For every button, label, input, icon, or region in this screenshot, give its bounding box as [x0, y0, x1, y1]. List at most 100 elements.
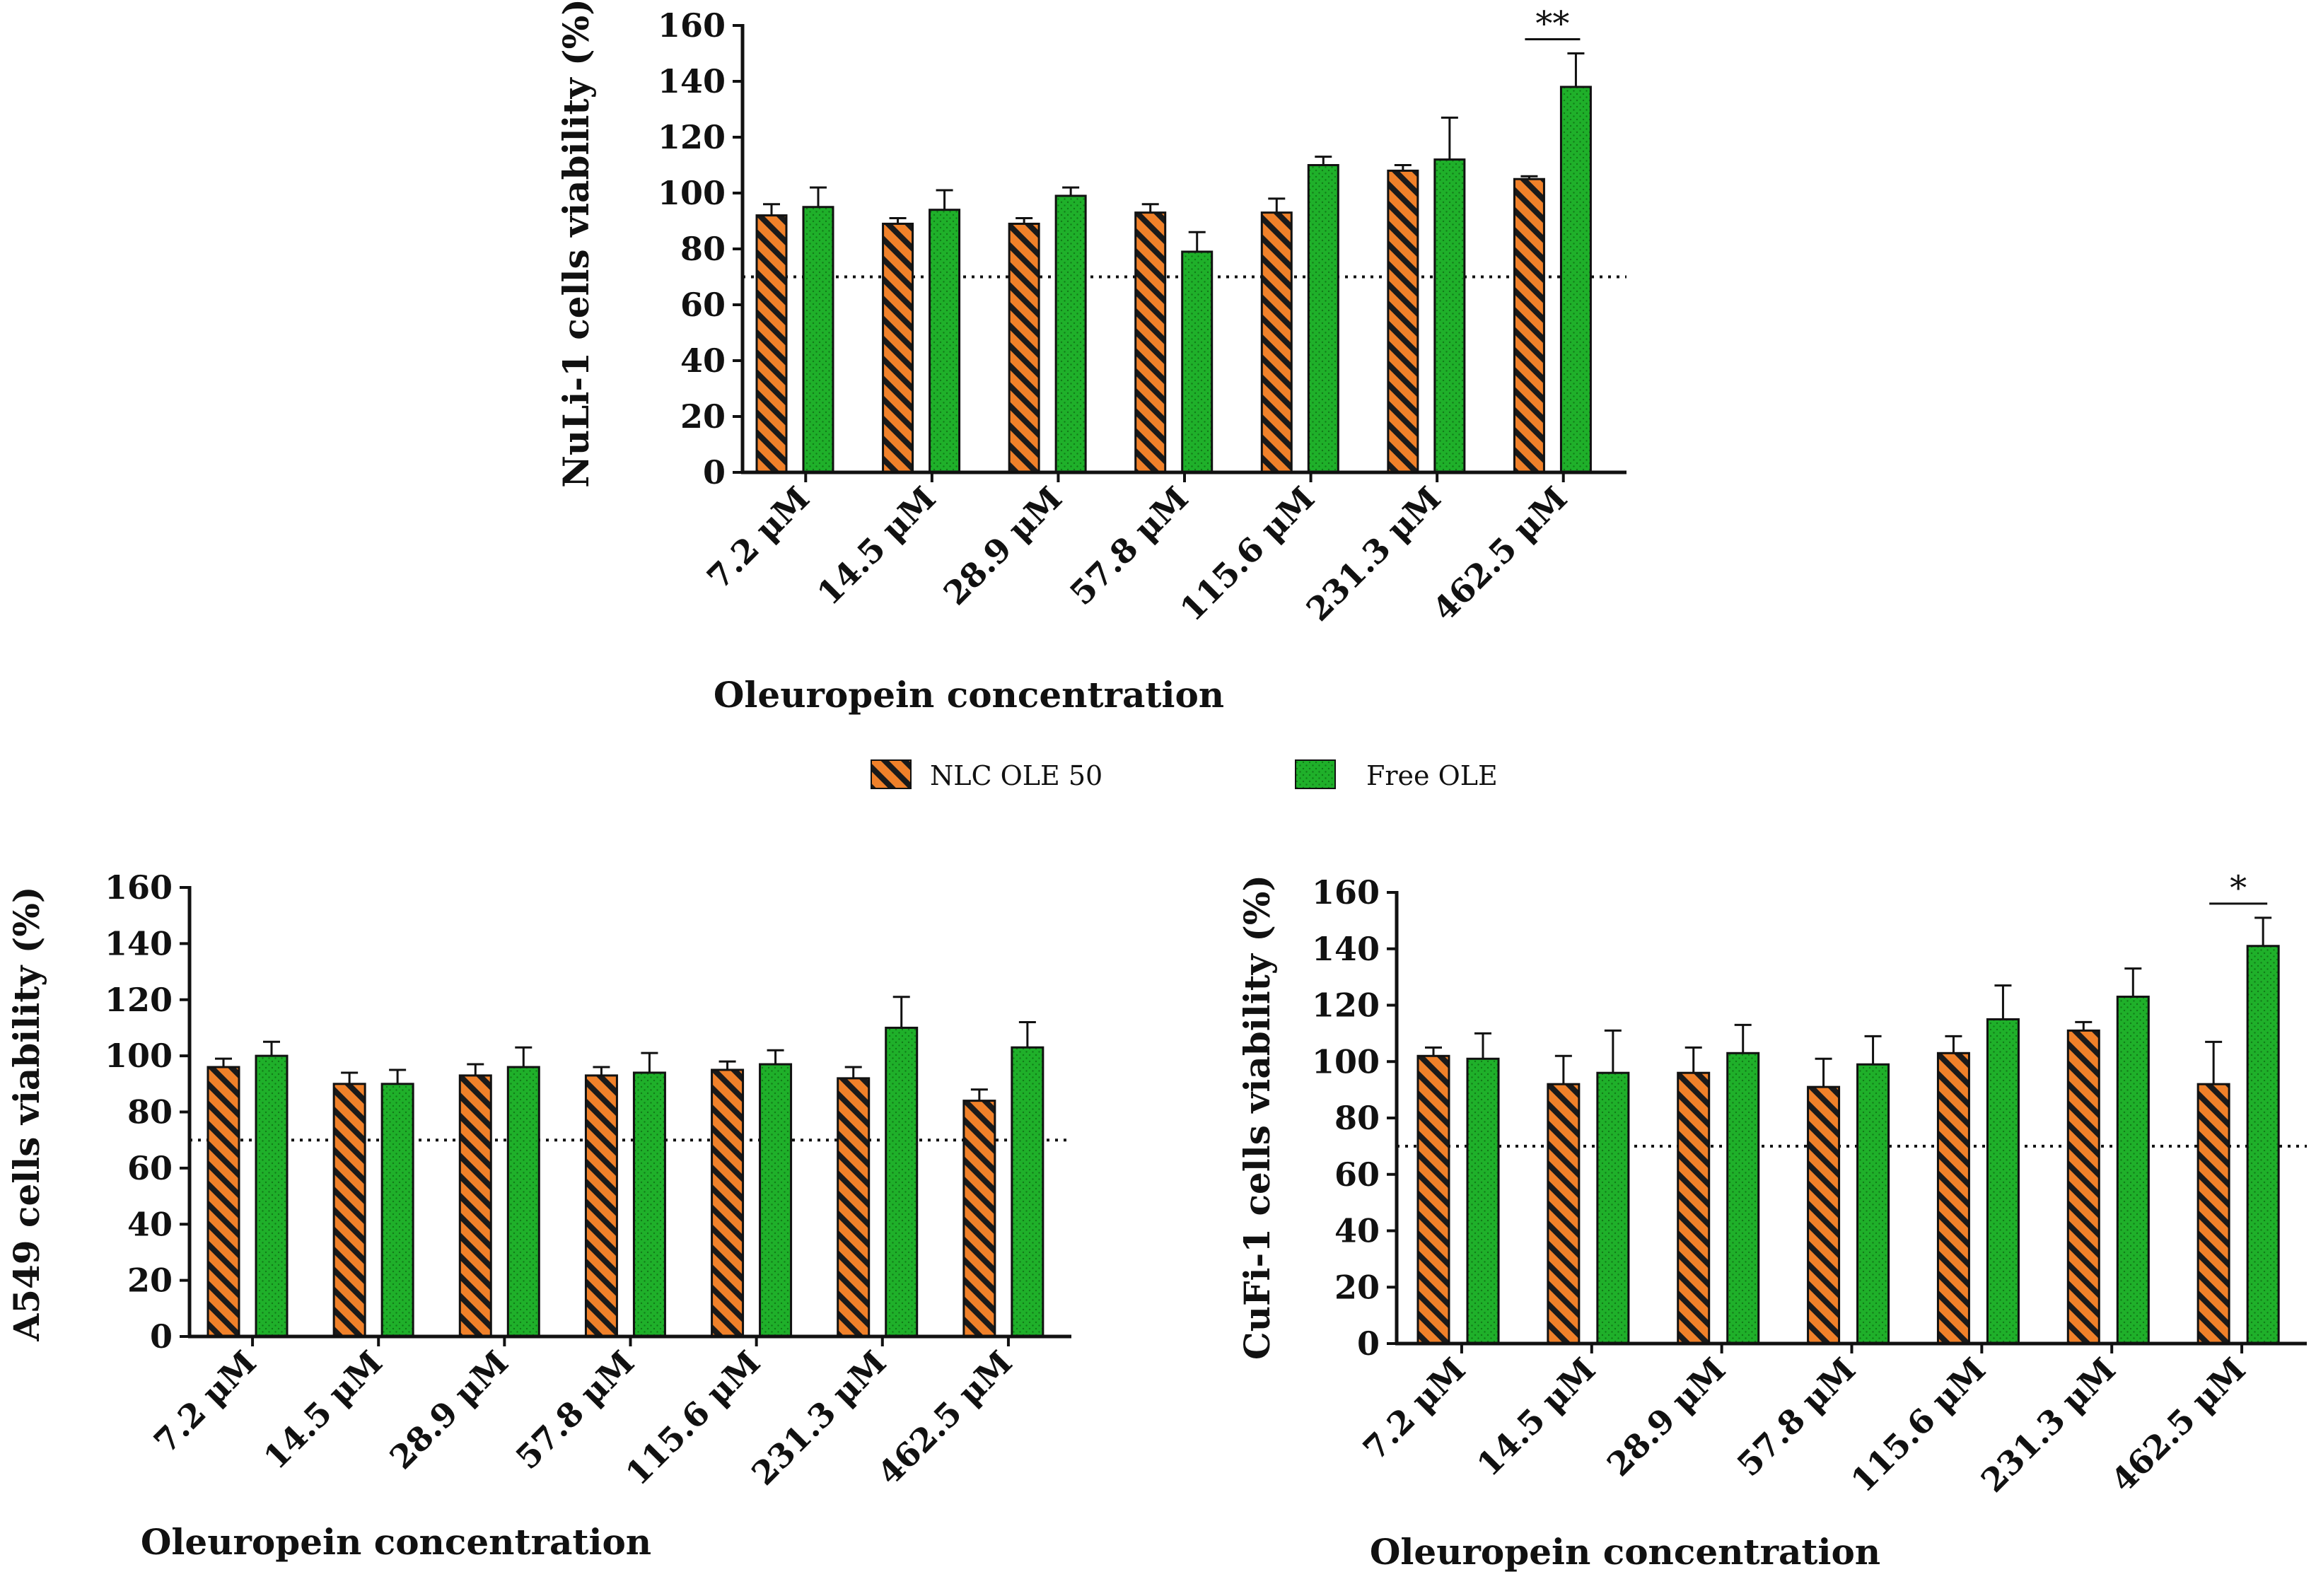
- bar-free-ole: [929, 209, 961, 474]
- legend-label-nlc-ole-50: NLC OLE 50: [930, 760, 1102, 791]
- bar-free-ole: [1466, 1057, 1500, 1345]
- bar-free-ole: [2246, 945, 2280, 1345]
- x-tick-label: 14.5 μM: [810, 479, 943, 613]
- bar-free-ole: [1559, 86, 1592, 474]
- bar-free-ole: [506, 1066, 540, 1338]
- bar-nlc-ole-50: [1936, 1052, 1970, 1345]
- bar-free-ole: [759, 1063, 793, 1338]
- y-tick-label: 40: [680, 342, 726, 380]
- x-tick-label: 14.5 μM: [256, 1344, 390, 1477]
- x-tick-label: 231.3 μM: [1974, 1351, 2123, 1500]
- y-tick-label: 0: [1357, 1324, 1380, 1363]
- y-tick-label: 60: [127, 1149, 173, 1187]
- x-tick-label: 57.8 μM: [1062, 479, 1196, 613]
- legend-swatch-nlc-ole-50: [871, 759, 912, 789]
- bar-nlc-ole-50: [2066, 1029, 2100, 1345]
- y-tick-label: 100: [658, 174, 726, 212]
- bar-free-ole: [1986, 1018, 2020, 1345]
- y-tick-label: 60: [680, 286, 726, 324]
- bar-nlc-ole-50: [882, 222, 914, 474]
- y-tick-label: 0: [150, 1317, 173, 1356]
- significance-label: *: [2230, 868, 2247, 908]
- y-tick-label: 100: [105, 1037, 173, 1075]
- x-tick-label: 462.5 μM: [2104, 1351, 2253, 1500]
- y-axis-title: NuLi-1 cells viability (%): [555, 0, 597, 488]
- bar-nlc-ole-50: [2196, 1083, 2230, 1345]
- bar-nlc-ole-50: [1260, 211, 1293, 474]
- bar-free-ole: [1011, 1046, 1044, 1338]
- x-tick-label: 115.6 μM: [618, 1344, 767, 1493]
- bar-free-ole: [380, 1083, 414, 1338]
- legend-label-free-ole: Free OLE: [1366, 760, 1498, 791]
- y-tick-label: 160: [658, 6, 726, 45]
- bar-free-ole: [1307, 164, 1339, 474]
- bar-free-ole: [885, 1026, 919, 1338]
- bar-free-ole: [1726, 1052, 1760, 1345]
- bar-nlc-ole-50: [1134, 211, 1167, 474]
- x-tick-label: 7.2 μM: [699, 479, 817, 597]
- bar-free-ole: [1181, 250, 1214, 474]
- y-tick-label: 80: [1334, 1099, 1380, 1137]
- bar-free-ole: [802, 206, 834, 474]
- bar-nlc-ole-50: [1677, 1071, 1711, 1345]
- bar-nlc-ole-50: [755, 214, 788, 474]
- y-tick-label: 160: [1312, 873, 1380, 911]
- y-tick-label: 60: [1334, 1155, 1380, 1194]
- y-axis-title: A549 cells viability (%): [6, 886, 47, 1341]
- x-tick-label: 28.9 μM: [1600, 1351, 1733, 1484]
- y-tick-label: 0: [703, 453, 726, 491]
- y-tick-label: 80: [127, 1093, 173, 1131]
- bar-free-ole: [255, 1054, 289, 1338]
- y-tick-label: 120: [105, 981, 173, 1019]
- bar-nlc-ole-50: [1807, 1085, 1841, 1345]
- y-tick-label: 160: [105, 868, 173, 907]
- y-tick-label: 20: [127, 1262, 173, 1300]
- bar-nlc-ole-50: [711, 1068, 745, 1338]
- bar-nlc-ole-50: [1387, 169, 1419, 474]
- bar-nlc-ole-50: [962, 1100, 996, 1338]
- x-axis-title: Oleuropein concentration: [1370, 1531, 1880, 1573]
- bar-free-ole: [2116, 996, 2150, 1345]
- y-tick-label: 40: [1334, 1212, 1380, 1250]
- x-axis-title: Oleuropein concentration: [714, 674, 1224, 716]
- legend-swatch-free-ole: [1295, 759, 1336, 789]
- y-axis-title: CuFi-1 cells viability (%): [1236, 875, 1278, 1360]
- x-tick-label: 14.5 μM: [1470, 1351, 1603, 1484]
- x-tick-label: 28.9 μM: [936, 479, 1070, 613]
- y-tick-label: 20: [680, 397, 726, 436]
- significance-label: **: [1535, 4, 1569, 44]
- x-tick-label: 115.6 μM: [1844, 1351, 1993, 1500]
- bar-nlc-ole-50: [837, 1077, 871, 1338]
- x-tick-label: 231.3 μM: [1299, 479, 1448, 629]
- legend: NLC OLE 50 Free OLE: [871, 759, 1498, 791]
- y-tick-label: 120: [1312, 986, 1380, 1025]
- bar-nlc-ole-50: [1008, 222, 1040, 474]
- x-tick-label: 462.5 μM: [871, 1344, 1020, 1493]
- y-tick-label: 140: [1312, 930, 1380, 968]
- bar-free-ole: [1596, 1071, 1630, 1345]
- bar-nlc-ole-50: [1547, 1083, 1581, 1345]
- bar-nlc-ole-50: [458, 1074, 492, 1338]
- x-tick-label: 7.2 μM: [146, 1344, 264, 1461]
- x-tick-label: 115.6 μM: [1172, 479, 1322, 629]
- bar-nlc-ole-50: [206, 1066, 240, 1338]
- x-tick-label: 7.2 μM: [1356, 1351, 1473, 1468]
- y-tick-label: 140: [105, 924, 173, 962]
- y-tick-label: 100: [1312, 1042, 1380, 1080]
- y-tick-label: 140: [658, 62, 726, 100]
- x-axis-title: Oleuropein concentration: [141, 1521, 651, 1563]
- y-tick-label: 120: [658, 118, 726, 156]
- bar-free-ole: [1433, 158, 1466, 474]
- y-tick-label: 20: [1334, 1268, 1380, 1306]
- x-tick-label: 462.5 μM: [1425, 479, 1574, 629]
- y-tick-label: 40: [127, 1205, 173, 1243]
- bar-nlc-ole-50: [584, 1074, 618, 1338]
- x-tick-label: 28.9 μM: [383, 1344, 516, 1477]
- bar-free-ole: [632, 1071, 666, 1338]
- bar-free-ole: [1054, 194, 1087, 474]
- x-tick-label: 231.3 μM: [744, 1344, 893, 1493]
